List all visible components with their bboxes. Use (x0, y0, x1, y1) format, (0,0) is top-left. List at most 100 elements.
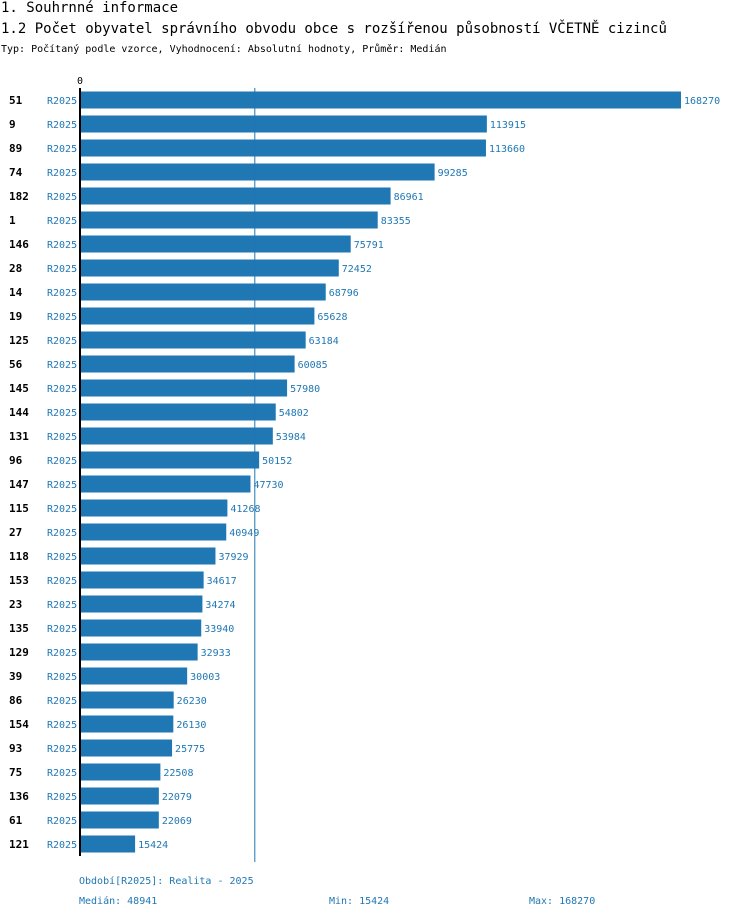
series-label: R2025 (47, 384, 77, 395)
series-label: R2025 (47, 600, 77, 611)
bar (80, 619, 202, 637)
series-label: R2025 (47, 240, 77, 251)
series-label: R2025 (47, 192, 77, 203)
value-label: 83355 (381, 216, 411, 227)
value-label: 34617 (207, 576, 237, 587)
median-stat: Medián: 48941 (79, 896, 158, 907)
value-label: 65628 (317, 312, 347, 323)
category-label: 115 (9, 502, 29, 515)
series-label: R2025 (47, 816, 77, 827)
series-label: R2025 (47, 624, 77, 635)
category-label: 145 (9, 382, 29, 395)
value-label: 72452 (342, 264, 372, 275)
series-label: R2025 (47, 360, 77, 371)
series-label: R2025 (47, 336, 77, 347)
series-label: R2025 (47, 552, 77, 563)
bar (80, 139, 486, 157)
series-label: R2025 (47, 120, 77, 131)
bar (80, 811, 159, 829)
section-title: 1. Souhrnné informace (1, 0, 179, 16)
category-label: 147 (9, 478, 29, 491)
series-label: R2025 (47, 312, 77, 323)
value-label: 75791 (354, 240, 384, 251)
category-label: 9 (9, 118, 16, 131)
bar (80, 739, 173, 757)
bar (80, 547, 216, 565)
series-label: R2025 (47, 720, 77, 731)
series-label: R2025 (47, 144, 77, 155)
bar (80, 475, 251, 493)
bar (80, 835, 136, 853)
period-legend: Období[R2025]: Realita - 2025 (79, 876, 254, 887)
value-label: 41268 (230, 504, 260, 515)
category-label: 129 (9, 646, 29, 659)
value-label: 86961 (394, 192, 424, 203)
bar (80, 667, 188, 685)
category-label: 93 (9, 742, 22, 755)
category-label: 86 (9, 694, 23, 707)
bar (80, 595, 203, 613)
axis-zero-label: 0 (77, 76, 83, 87)
category-label: 121 (9, 838, 29, 851)
series-label: R2025 (47, 432, 77, 443)
category-label: 39 (9, 670, 22, 683)
category-label: 75 (9, 766, 22, 779)
bar (80, 307, 315, 325)
bar (80, 787, 159, 805)
bar (80, 643, 198, 661)
category-label: 136 (9, 790, 29, 803)
value-label: 34274 (205, 600, 235, 611)
category-label: 51 (9, 94, 23, 107)
category-label: 23 (9, 598, 22, 611)
category-label: 89 (9, 142, 22, 155)
bar (80, 523, 227, 541)
category-label: 56 (9, 358, 23, 371)
bar (80, 499, 228, 517)
value-label: 22069 (162, 816, 192, 827)
bar (80, 115, 487, 133)
series-label: R2025 (47, 576, 77, 587)
bar (80, 187, 391, 205)
series-label: R2025 (47, 96, 77, 107)
series-label: R2025 (47, 168, 77, 179)
bar (80, 691, 174, 709)
value-label: 53984 (276, 432, 306, 443)
category-label: 154 (9, 718, 29, 731)
value-label: 68796 (329, 288, 359, 299)
max-stat: Max: 168270 (529, 896, 596, 907)
series-label: R2025 (47, 648, 77, 659)
series-label: R2025 (47, 504, 77, 515)
category-label: 135 (9, 622, 29, 635)
min-stat: Min: 15424 (329, 896, 390, 907)
series-label: R2025 (47, 672, 77, 683)
category-label: 74 (9, 166, 23, 179)
series-label: R2025 (47, 288, 77, 299)
value-label: 57980 (290, 384, 320, 395)
series-label: R2025 (47, 264, 77, 275)
value-label: 54802 (279, 408, 309, 419)
bar (80, 235, 351, 253)
value-label: 50152 (262, 456, 292, 467)
category-label: 61 (9, 814, 23, 827)
value-label: 30003 (190, 672, 220, 683)
value-label: 113915 (490, 120, 526, 131)
value-label: 22508 (163, 768, 193, 779)
series-label: R2025 (47, 840, 77, 851)
bar (80, 283, 326, 301)
category-label: 1 (9, 214, 16, 227)
category-label: 125 (9, 334, 29, 347)
series-label: R2025 (47, 480, 77, 491)
category-label: 28 (9, 262, 22, 275)
value-label: 26130 (176, 720, 206, 731)
bar (80, 331, 306, 349)
category-label: 144 (9, 406, 29, 419)
category-label: 131 (9, 430, 29, 443)
bar (80, 211, 378, 229)
category-label: 153 (9, 574, 29, 587)
value-label: 168270 (684, 96, 720, 107)
category-label: 27 (9, 526, 22, 539)
bar (80, 379, 288, 397)
series-label: R2025 (47, 744, 77, 755)
chart-subtitle: Typ: Počítaný podle vzorce, Vyhodnocení:… (1, 44, 447, 55)
value-label: 25775 (175, 744, 205, 755)
